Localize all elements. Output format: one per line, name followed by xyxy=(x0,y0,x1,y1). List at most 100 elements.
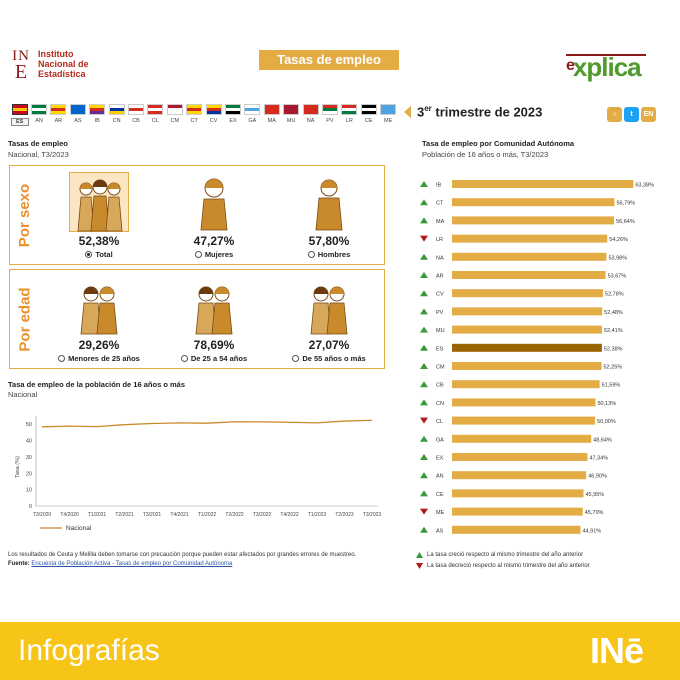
region-an[interactable]: AN xyxy=(29,104,48,126)
region-selector: ES AN AR AS IB CN CB CL CM CT CV EX GA MA MU NA PV LR CE ME xyxy=(10,104,398,126)
language-icon[interactable]: EN xyxy=(641,107,656,122)
bar-ce[interactable] xyxy=(452,489,584,498)
region-ga[interactable]: GA xyxy=(243,104,262,126)
region-es[interactable]: ES xyxy=(10,104,29,126)
region-ce[interactable]: CE xyxy=(359,104,378,126)
bar-ga[interactable] xyxy=(452,434,592,443)
region-code: CM xyxy=(170,118,180,124)
down-arrow-icon xyxy=(416,563,423,569)
bar-me[interactable] xyxy=(452,507,583,516)
region-cl[interactable]: CL xyxy=(146,104,165,126)
flag-icon xyxy=(50,104,67,115)
region-code: LR xyxy=(345,118,353,124)
age-option-0[interactable]: 29,26% Menores de 25 años xyxy=(44,276,154,363)
region-cb[interactable]: CB xyxy=(126,104,145,126)
home-icon[interactable]: ⌂ xyxy=(607,107,622,122)
trend-up-icon xyxy=(420,381,428,388)
previous-quarter-arrow-icon[interactable] xyxy=(404,105,411,118)
bar-ar[interactable] xyxy=(452,271,606,279)
radio-option[interactable]: De 55 años o más xyxy=(274,354,384,363)
rate-value: 52,38% xyxy=(78,234,120,248)
region-cn[interactable]: CN xyxy=(107,104,126,126)
x-tick-label: T1/2022 xyxy=(198,512,217,518)
footer-title: Infografías xyxy=(18,634,160,667)
bar-ib[interactable] xyxy=(452,180,634,188)
bar-cl[interactable] xyxy=(452,416,596,425)
region-cm[interactable]: CM xyxy=(165,104,184,126)
age-option-2[interactable]: 27,07% De 55 años o más xyxy=(274,276,384,363)
bar-an[interactable] xyxy=(452,471,587,480)
region-as[interactable]: AS xyxy=(68,104,87,126)
radio-button[interactable] xyxy=(85,251,93,258)
trend-up-icon xyxy=(420,199,428,206)
radio-option[interactable]: Mujeres xyxy=(159,250,269,259)
category-label: CN xyxy=(436,401,444,407)
source-link[interactable]: Encuesta de Población Activa - Tasas de … xyxy=(31,561,233,567)
person-figure-icon xyxy=(299,172,359,232)
region-code: AR xyxy=(54,118,63,124)
bar-cm[interactable] xyxy=(452,362,602,370)
footer-ine-logo[interactable]: INē xyxy=(590,630,644,671)
radio-option[interactable]: Total xyxy=(44,250,154,259)
category-label: GA xyxy=(436,437,444,443)
region-cv[interactable]: CV xyxy=(204,104,223,126)
value-label: 45,95% xyxy=(585,492,604,498)
radio-button[interactable] xyxy=(58,355,66,362)
bar-es[interactable] xyxy=(452,343,602,352)
legend-label: Nacional xyxy=(66,525,92,532)
region-lr[interactable]: LR xyxy=(340,104,359,126)
rate-value: 29,26% xyxy=(78,338,120,352)
bar-cn[interactable] xyxy=(452,398,596,407)
bar-mu[interactable] xyxy=(452,325,602,334)
flag-icon xyxy=(321,104,338,115)
radio-button[interactable] xyxy=(292,355,300,362)
region-na[interactable]: NA xyxy=(301,104,320,126)
flag-icon xyxy=(283,104,300,115)
bar-ma[interactable] xyxy=(452,216,615,225)
region-ex[interactable]: EX xyxy=(223,104,242,126)
bar-ex[interactable] xyxy=(452,453,588,461)
explica-logo[interactable]: explica xyxy=(566,52,646,83)
ine-logo-text: Instituto Nacional de Estadística xyxy=(38,49,89,79)
person-figure-icon xyxy=(299,276,359,336)
radio-option[interactable]: Menores de 25 años xyxy=(44,354,154,363)
region-ar[interactable]: AR xyxy=(49,104,68,126)
region-ib[interactable]: IB xyxy=(88,104,107,126)
bar-as[interactable] xyxy=(452,525,581,534)
sex-option-2[interactable]: 57,80% Hombres xyxy=(274,172,384,259)
age-option-1[interactable]: 78,69% De 25 a 54 años xyxy=(159,276,269,363)
bar-na[interactable] xyxy=(452,252,607,261)
bar-cv[interactable] xyxy=(452,289,604,298)
bar-pv[interactable] xyxy=(452,307,603,316)
region-code: AN xyxy=(35,118,43,124)
bar-ct[interactable] xyxy=(452,198,615,207)
value-label: 51,59% xyxy=(602,383,621,389)
radio-option[interactable]: Hombres xyxy=(274,250,384,259)
radio-button[interactable] xyxy=(307,251,315,258)
flag-icon xyxy=(31,104,48,115)
bar-lr[interactable] xyxy=(452,234,608,243)
sex-option-1[interactable]: 47,27% Mujeres xyxy=(159,172,269,259)
radio-button[interactable] xyxy=(180,355,188,362)
value-label: 63,38% xyxy=(635,183,654,189)
up-arrow-icon xyxy=(416,552,423,558)
bar-cb[interactable] xyxy=(452,380,600,389)
radio-button[interactable] xyxy=(194,251,202,258)
region-me[interactable]: ME xyxy=(378,104,397,126)
region-ma[interactable]: MA xyxy=(262,104,281,126)
value-label: 52,38% xyxy=(604,346,623,352)
region-ct[interactable]: CT xyxy=(185,104,204,126)
value-label: 56,64% xyxy=(616,219,635,225)
footer-band: Infografías INē xyxy=(0,622,680,680)
region-pv[interactable]: PV xyxy=(320,104,339,126)
value-label: 50,13% xyxy=(597,401,616,407)
value-label: 50,00% xyxy=(597,419,616,425)
category-label: CL xyxy=(436,419,443,425)
value-label: 48,64% xyxy=(593,437,612,443)
region-mu[interactable]: MU xyxy=(281,104,300,126)
twitter-icon[interactable]: t xyxy=(624,107,639,122)
ine-logo[interactable]: IN E Instituto Nacional de Estadística xyxy=(10,48,89,82)
radio-option[interactable]: De 25 a 54 años xyxy=(159,354,269,363)
value-label: 52,25% xyxy=(604,365,623,371)
sex-option-0[interactable]: 52,38% Total xyxy=(44,172,154,259)
